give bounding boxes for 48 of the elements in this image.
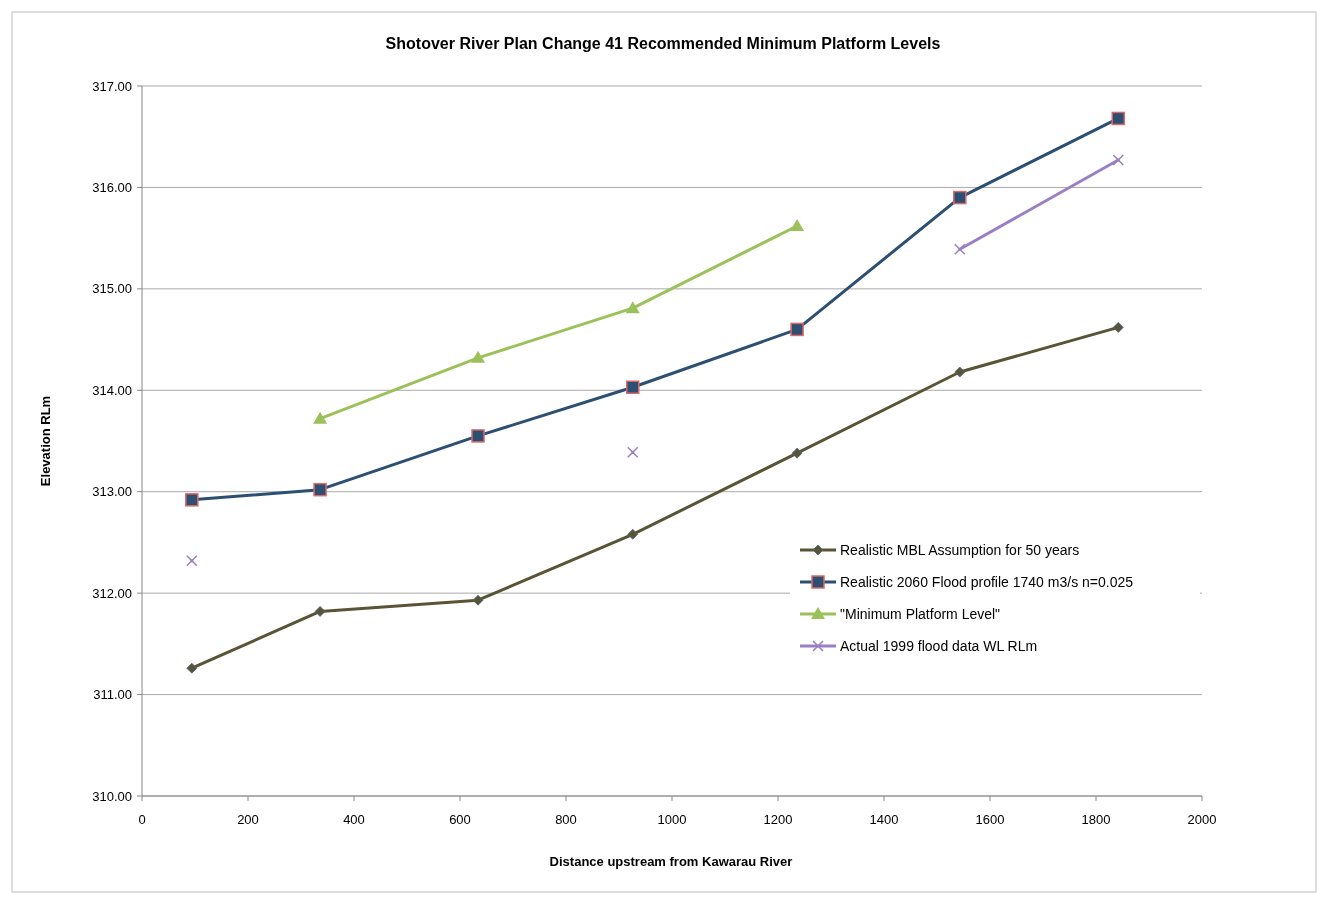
point xyxy=(1111,111,1126,126)
y-tick-label: 314.00 xyxy=(92,382,132,398)
y-tick-label: 313.00 xyxy=(92,484,132,500)
x-tick-label: 1800 xyxy=(1081,812,1111,827)
point xyxy=(314,606,326,617)
x-tick-label: 1400 xyxy=(869,812,899,827)
legend-label: Actual 1999 flood data WL RLm xyxy=(840,637,1038,654)
x-tick-label: 400 xyxy=(343,812,365,827)
x-tick-label: 600 xyxy=(449,812,471,827)
point xyxy=(186,662,198,674)
point xyxy=(313,411,328,424)
legend-label: "Minimum Platform Level" xyxy=(840,605,1001,622)
x-tick-label: 2000 xyxy=(1187,812,1217,827)
x-tick-label: 1000 xyxy=(657,812,687,827)
y-axis-title: Elevation RLm xyxy=(38,395,53,487)
point xyxy=(625,301,640,314)
y-tick-label: 310.00 xyxy=(92,788,132,804)
point xyxy=(790,322,804,337)
x-axis-title: Distance upstream from Kawarau River xyxy=(549,854,793,869)
point xyxy=(790,218,805,231)
y-tick-label: 316.00 xyxy=(92,179,132,195)
point xyxy=(627,528,639,540)
y-tick-label: 312.00 xyxy=(92,585,132,601)
point xyxy=(627,446,639,458)
point xyxy=(954,366,966,378)
point xyxy=(1112,322,1124,333)
point xyxy=(953,190,967,205)
point xyxy=(471,350,486,363)
x-tick-label: 800 xyxy=(555,812,577,827)
point xyxy=(185,493,199,507)
x-tick-label: 1600 xyxy=(975,812,1005,827)
point xyxy=(626,380,640,394)
point xyxy=(186,554,198,567)
x-tick-label: 200 xyxy=(237,812,259,827)
point xyxy=(1112,154,1125,166)
y-tick-label: 315.00 xyxy=(92,281,132,297)
x-tick-label: 0 xyxy=(138,812,146,827)
legend-label: Realistic 2060 Flood profile 1740 m3/s n=0.025 xyxy=(840,573,1134,590)
y-tick-label: 317.00 xyxy=(92,78,132,94)
y-tick-label: 311.00 xyxy=(93,687,132,703)
x-tick-label: 1200 xyxy=(763,812,793,827)
point xyxy=(313,482,327,497)
point xyxy=(471,429,485,443)
point xyxy=(472,594,484,606)
legend-label: Realistic MBL Assumption for 50 years xyxy=(840,541,1080,558)
point xyxy=(954,243,966,256)
point xyxy=(791,447,803,459)
chart-title: Shotover River Plan Change 41 Recommended Minimum Platform Levels xyxy=(385,35,941,52)
